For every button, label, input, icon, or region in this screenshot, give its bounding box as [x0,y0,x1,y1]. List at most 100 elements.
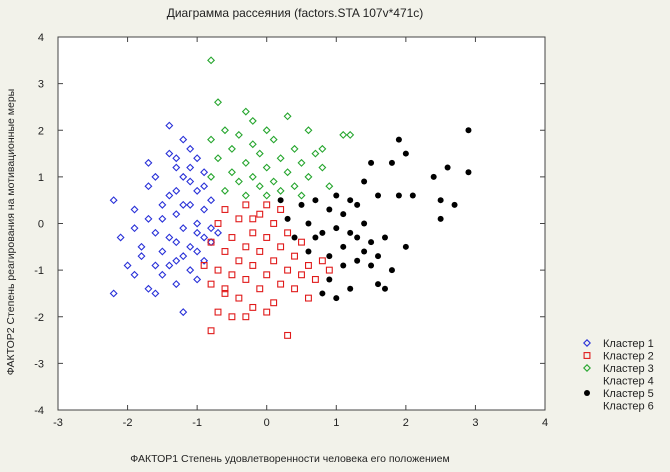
data-point [130,224,139,233]
legend-marker [584,390,590,396]
data-point [465,169,472,176]
data-point [207,238,215,246]
chart-title: Диаграмма рассеяния (factors.STA 107v*47… [167,6,424,20]
data-point [297,158,306,167]
data-point [242,201,250,209]
data-point [116,233,125,242]
data-point [137,242,146,251]
data-point [235,215,243,223]
data-point [318,257,326,265]
data-point [193,247,202,256]
data-point [241,191,250,200]
data-point [151,172,160,181]
data-point [368,239,375,246]
data-point [207,224,216,233]
data-point [368,262,375,269]
y-tick-label: 4 [38,32,44,44]
y-tick-label: -4 [34,405,44,417]
data-point [137,252,146,261]
data-point [158,270,167,279]
data-point [144,182,153,191]
data-point [339,130,348,139]
data-point [284,215,291,222]
data-point [235,257,243,265]
data-point [130,270,139,279]
data-point [228,271,236,279]
data-point [284,266,292,274]
data-point [312,234,319,241]
data-point [193,154,202,163]
data-point [144,284,153,293]
data-point [437,215,444,222]
data-point [214,98,222,107]
data-point [305,248,312,255]
data-point [172,186,181,195]
data-point [193,228,202,237]
legend-marker [583,364,591,372]
data-point [263,271,271,279]
data-point [241,158,250,167]
data-point [430,173,437,180]
data-point [347,229,354,236]
data-point [207,135,216,144]
data-point [165,121,174,130]
data-point [333,225,340,232]
data-point [220,186,229,195]
plot-area [57,36,546,411]
data-point [444,164,451,171]
data-point [242,275,250,283]
data-point [346,130,355,139]
data-point [220,126,229,135]
data-point [193,275,202,284]
y-tick-label: -1 [34,265,44,277]
data-point [186,266,195,275]
data-point [319,290,326,297]
data-point [151,261,160,270]
y-tick-label: -3 [34,358,44,370]
data-point [284,331,292,339]
data-point [333,295,340,302]
data-point [200,233,209,242]
data-point [221,206,229,213]
data-point [186,177,195,186]
y-tick-label: 1 [38,172,44,184]
legend-label: Кластер 6 [603,401,654,413]
data-point [248,140,257,149]
x-tick-label: 4 [542,417,548,429]
data-point [221,285,229,293]
data-point [354,234,361,241]
data-point [186,163,195,172]
data-point [172,280,181,289]
data-point [255,149,264,158]
data-point [179,308,188,317]
data-point [179,252,188,261]
data-point [409,192,416,199]
data-point [207,280,215,288]
data-point [144,214,153,223]
data-point [291,234,298,241]
data-point [207,327,215,335]
data-point [200,262,208,269]
data-point [270,299,278,307]
data-point [277,243,285,251]
data-point [165,149,174,158]
data-point [165,191,174,200]
data-point [381,285,388,292]
data-point [402,243,409,250]
data-point [186,242,195,251]
data-point [354,201,361,208]
data-point [158,200,167,209]
x-tick-label: 2 [403,417,409,429]
y-tick-label: -2 [34,312,44,324]
data-point [256,248,264,255]
x-axis-label: ФАКТОР1 Степень удовлетворенности челове… [130,453,449,465]
data-point [388,159,395,166]
data-point [340,262,347,269]
data-point [158,247,167,256]
data-point [193,186,202,195]
data-point [381,234,388,241]
data-point [262,126,271,135]
data-point [248,172,257,181]
data-point [262,163,271,172]
